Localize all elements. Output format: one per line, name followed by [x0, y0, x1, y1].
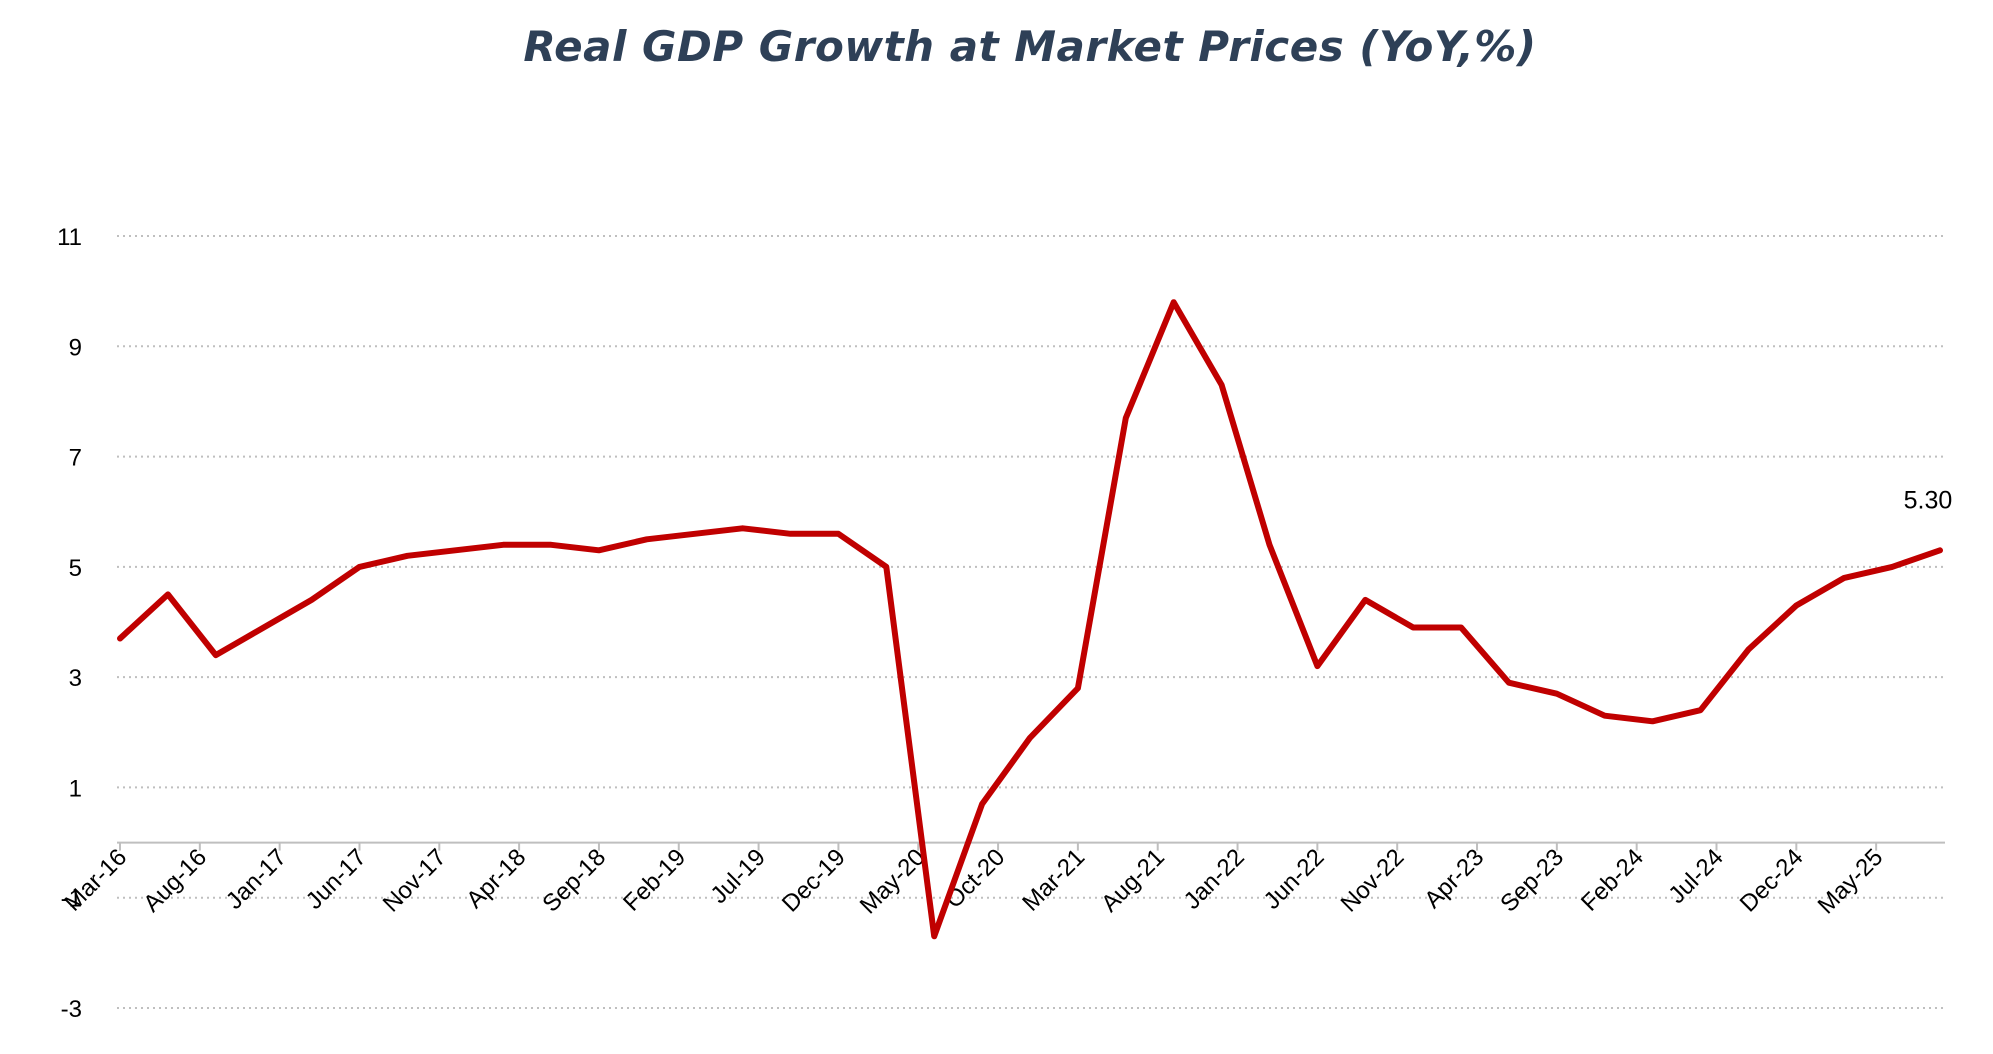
x-tick-label: Apr-18 [461, 844, 531, 914]
x-tick-label: Jul-19 [706, 844, 771, 909]
series-line [117, 299, 1943, 940]
y-tick-label: 5 [69, 555, 82, 582]
y-axis: -3 -1 1 3 5 7 9 11 [57, 224, 82, 1023]
chart-title: Real GDP Growth at Market Prices (YoY,%) [523, 22, 1537, 71]
y-tick-label: 3 [69, 665, 82, 692]
y-tick-label: -1 [61, 886, 82, 913]
x-tick-label: Mar-16 [59, 844, 132, 917]
x-tick-label: Aug-21 [1096, 844, 1170, 918]
x-tick-label: Jul-24 [1663, 844, 1728, 909]
x-tick-label: Dec-19 [777, 844, 851, 918]
gridlines [117, 235, 1945, 1009]
x-tick-label: Jan-22 [1179, 844, 1250, 915]
x-tick-label: Dec-24 [1735, 844, 1809, 918]
y-tick-label: 11 [57, 224, 82, 251]
x-tick-label: Apr-23 [1419, 844, 1489, 914]
x-tick-label: Nov-17 [378, 844, 452, 918]
x-tick-label: Feb-24 [1576, 844, 1649, 917]
x-tick-label: Nov-22 [1336, 844, 1410, 918]
x-tick-label: Sep-18 [537, 844, 611, 918]
x-tick-label: Feb-19 [618, 844, 691, 917]
data-labels: 5.30 [1904, 486, 1953, 514]
x-tick-label: Oct-20 [940, 844, 1010, 914]
x-tick-label: Sep-23 [1495, 844, 1569, 918]
x-tick-label: May-25 [1813, 844, 1889, 920]
x-axis: Mar-16 Aug-16 Jan-17 Jun-17 Nov-17 Apr-18 Sep-… [59, 841, 1945, 920]
series-layer [117, 299, 1943, 940]
x-tick-label: Jan-17 [221, 844, 292, 915]
y-tick-label: 1 [69, 775, 82, 802]
x-tick-label: May-20 [855, 844, 931, 920]
last-value-label: 5.30 [1904, 486, 1953, 514]
y-tick-label: 9 [69, 334, 82, 361]
x-tick-label: Aug-16 [138, 844, 212, 918]
x-tick-label: Mar-21 [1017, 844, 1090, 917]
y-tick-label: 7 [69, 445, 82, 472]
y-tick-label: -3 [61, 996, 82, 1023]
x-tick-label: Jun-17 [301, 844, 372, 915]
x-tick-label: Jun-22 [1259, 844, 1330, 915]
